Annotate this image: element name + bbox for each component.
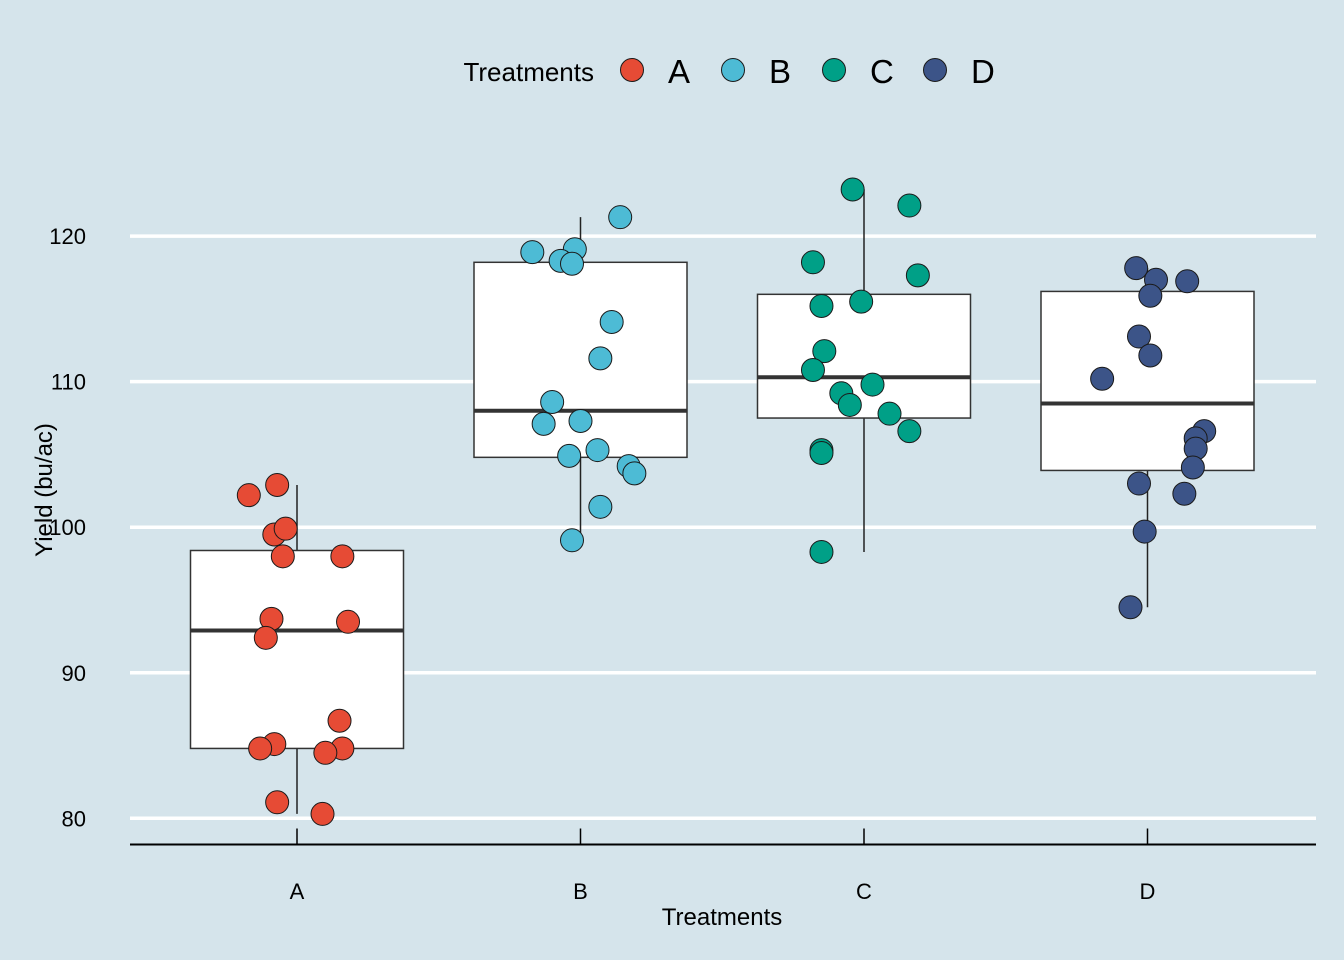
x-tick-label-C: C: [856, 879, 872, 904]
point-B-1: [608, 205, 633, 230]
point-B-11: [585, 438, 610, 463]
point-A-12: [248, 736, 273, 761]
point-C-16: [809, 539, 834, 564]
point-D-15: [1118, 595, 1143, 620]
legend-label-B: B: [769, 53, 791, 90]
point-C-4: [905, 263, 930, 288]
point-C-15: [809, 440, 834, 465]
legend-label-D: D: [971, 53, 995, 90]
point-B-9: [568, 408, 593, 433]
point-D-12: [1126, 471, 1151, 496]
legend: Treatments A B C D: [463, 53, 994, 90]
legend-label-A: A: [668, 53, 690, 90]
point-B-8: [540, 390, 565, 415]
point-D-7: [1090, 366, 1115, 391]
point-C-2: [897, 193, 922, 218]
point-B-7: [588, 346, 613, 371]
box-A: [189, 484, 405, 814]
legend-marker-C: [822, 58, 846, 82]
y-tick-label-120: 120: [49, 224, 86, 249]
x-tick-label-A: A: [290, 879, 305, 904]
point-C-13: [897, 419, 922, 444]
y-axis: 80 90 100 110 120: [49, 224, 86, 831]
legend-item-A: A: [620, 53, 690, 90]
box-C: [756, 189, 972, 552]
point-A-1: [236, 483, 261, 508]
legend-marker-B: [721, 58, 745, 82]
point-A-10: [327, 708, 352, 733]
y-axis-title: Yield (bu/ac): [31, 423, 58, 557]
point-D-4: [1138, 283, 1163, 308]
point-B-2: [520, 240, 545, 265]
y-tick-label-80: 80: [62, 806, 86, 831]
point-A-6: [330, 544, 355, 569]
legend-item-D: D: [923, 53, 995, 90]
point-D-14: [1132, 519, 1157, 544]
point-A-9: [253, 625, 278, 650]
legend-entries: A B C D: [620, 53, 995, 90]
legend-title: Treatments: [463, 57, 594, 87]
point-A-16: [310, 801, 335, 826]
y-tick-label-100: 100: [49, 515, 86, 540]
box-body-C: [756, 293, 972, 419]
point-C-9: [860, 372, 885, 397]
data-points: [236, 177, 1217, 826]
y-tick-label-110: 110: [51, 370, 86, 395]
y-tick-label-90: 90: [62, 661, 86, 686]
legend-item-C: C: [822, 53, 894, 90]
x-axis: A B C D: [130, 828, 1316, 904]
point-B-5: [559, 251, 584, 276]
box-D: [1040, 268, 1255, 608]
box-body-D: [1040, 290, 1255, 472]
point-C-1: [840, 177, 865, 202]
legend-item-B: B: [721, 53, 791, 90]
point-C-12: [877, 401, 902, 426]
x-tick-label-B: B: [573, 879, 588, 904]
point-A-5: [270, 544, 295, 569]
point-B-12: [557, 443, 582, 468]
point-A-8: [336, 609, 361, 634]
point-C-6: [849, 289, 874, 314]
x-tick-label-D: D: [1140, 879, 1156, 904]
point-B-10: [531, 411, 556, 436]
legend-label-C: C: [870, 53, 894, 90]
point-D-11: [1180, 455, 1205, 480]
point-D-5: [1126, 324, 1151, 349]
legend-marker-A: [620, 58, 644, 82]
point-A-14: [313, 740, 338, 765]
point-C-11: [837, 392, 862, 417]
x-axis-title: Treatments: [662, 904, 782, 931]
box-body-A: [189, 549, 405, 750]
point-C-5: [809, 293, 834, 318]
point-D-1: [1124, 256, 1149, 281]
point-B-16: [559, 528, 584, 553]
point-B-14: [622, 461, 647, 486]
point-B-15: [588, 494, 613, 519]
point-A-15: [265, 790, 290, 815]
point-C-8: [800, 358, 825, 383]
point-D-13: [1172, 481, 1197, 506]
point-B-6: [599, 309, 624, 334]
point-D-6: [1138, 343, 1163, 368]
point-C-7: [812, 339, 837, 364]
point-C-3: [800, 250, 825, 275]
point-A-2: [265, 472, 290, 497]
point-D-3: [1175, 269, 1200, 294]
legend-marker-D: [923, 58, 947, 82]
point-A-4: [273, 516, 298, 541]
